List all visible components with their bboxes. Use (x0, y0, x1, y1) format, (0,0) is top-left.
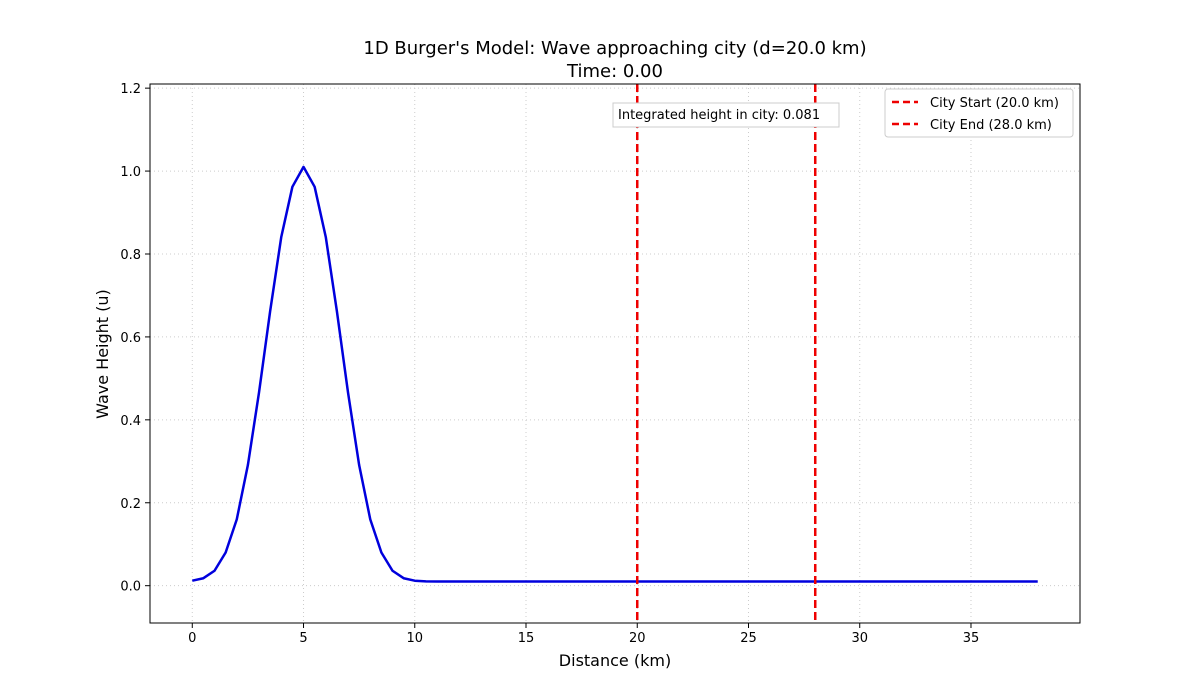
x-tick-label: 10 (406, 631, 423, 646)
annotation-frame (612, 102, 840, 128)
y-tick-label: 0.0 (120, 580, 141, 595)
annotation-box: Integrated height in city: 0.081 (612, 102, 840, 128)
x-tick-label: 30 (851, 631, 868, 646)
y-tick-label: 0.8 (120, 248, 141, 263)
y-tick-label: 1.0 (120, 165, 141, 180)
x-tick-label: 25 (740, 631, 757, 646)
annotation-text: Integrated height in city: 0.081 (618, 108, 820, 123)
y-axis-ticks: 0.0 0.2 0.4 0.6 0.8 1.0 1.2 (120, 82, 150, 595)
city-boundary-lines (635, 84, 817, 623)
legend-frame (884, 88, 1074, 138)
x-tick-label: 0 (188, 631, 196, 646)
y-tick-label: 0.4 (120, 414, 141, 429)
legend-label-city-start: City Start (20.0 km) (930, 96, 1059, 111)
grid-lines (150, 84, 1080, 623)
x-axis-ticks: 0 5 10 15 20 25 30 35 (188, 623, 979, 646)
series-group (191, 165, 1038, 583)
x-tick-label: 15 (518, 631, 535, 646)
y-tick-label: 0.2 (120, 497, 141, 512)
plot-frame (149, 83, 1081, 624)
y-tick-label: 0.6 (120, 331, 141, 346)
y-axis-label: Wave Height (u) (93, 289, 112, 419)
chart-title: 1D Burger's Model: Wave approaching city… (363, 38, 866, 59)
legend: City Start (20.0 km) City End (28.0 km) (884, 88, 1074, 138)
chart-subtitle: Time: 0.00 (566, 61, 663, 82)
x-tick-label: 35 (963, 631, 980, 646)
x-tick-label: 5 (299, 631, 307, 646)
legend-label-city-end: City End (28.0 km) (930, 118, 1052, 133)
wave-height-line (191, 165, 1038, 583)
x-tick-label: 20 (629, 631, 646, 646)
y-tick-label: 1.2 (120, 82, 141, 97)
x-axis-label: Distance (km) (559, 651, 671, 670)
